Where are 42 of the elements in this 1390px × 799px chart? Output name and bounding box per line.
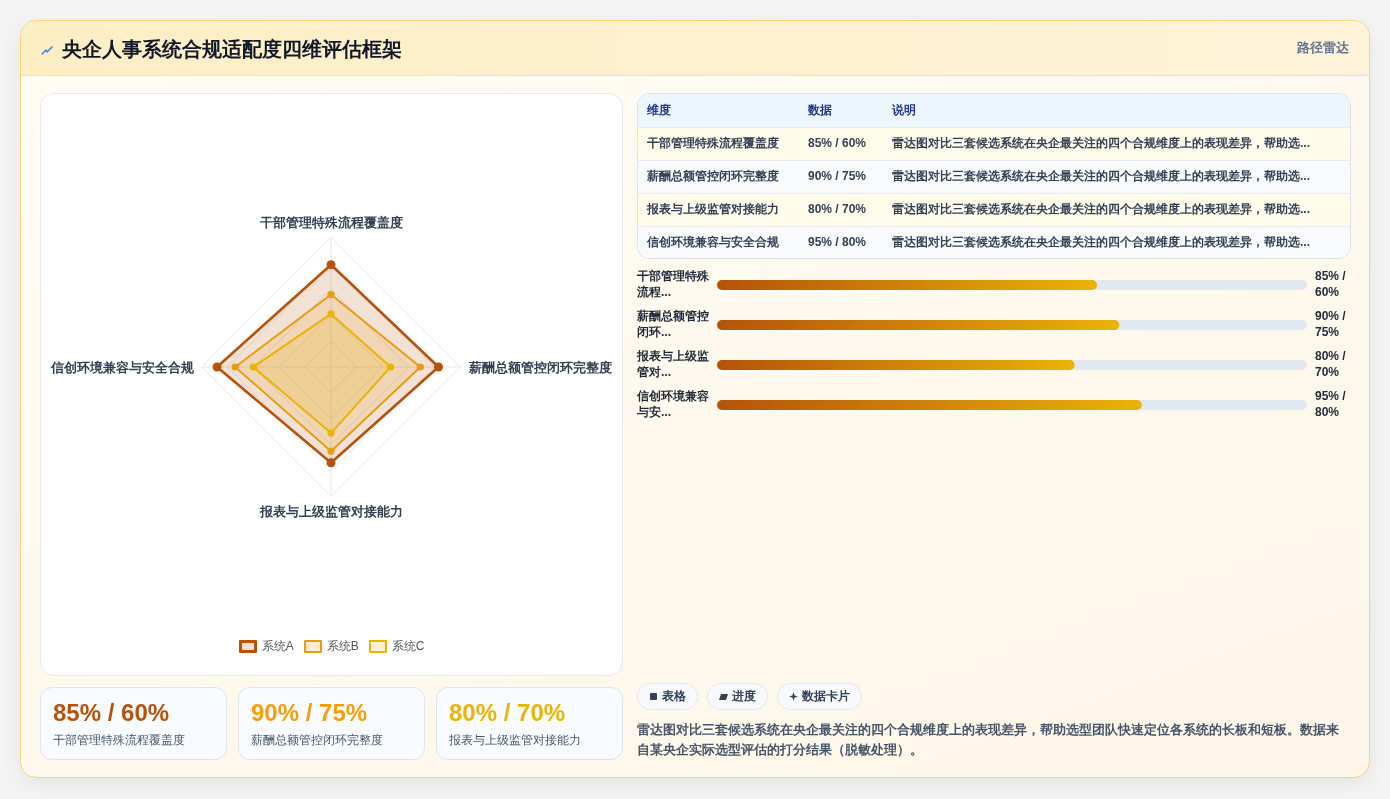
y-tick-label: 报表与上级监管对...	[637, 348, 710, 380]
text: 雷达图对比三套候选系统在央企最关注的四个合规维度上的表现差异，帮助选...	[892, 201, 1311, 218]
data-label: 95% / 80%	[1315, 388, 1347, 420]
text: 95% / 80%	[808, 235, 867, 249]
category-label: 报表与上级监管对接能力	[647, 201, 779, 218]
legend-label: 系统C	[391, 637, 425, 655]
category-label: 干部管理特殊流程覆盖度	[647, 135, 779, 152]
category-label: 信创环境兼容与安全合规	[647, 234, 779, 251]
text: 路径雷达	[1297, 39, 1349, 57]
text: 维度	[647, 102, 671, 119]
category-label: 薪酬总额管控闭环完整度	[647, 168, 779, 185]
text: 90% / 75%	[808, 169, 867, 183]
y-tick-label: 信创环境兼容与安...	[637, 388, 710, 420]
spoke-label: 干部管理特殊流程覆盖度	[258, 214, 403, 230]
text: 数据	[808, 102, 832, 119]
text: 央企人事系统合规适配度四维评估框架	[62, 37, 402, 61]
y-tick-label: 薪酬总额管控闭环...	[637, 308, 710, 340]
category-label: 表格	[662, 688, 686, 705]
legend-label: 系统A	[261, 637, 294, 655]
text: 80% / 70%	[449, 699, 566, 726]
data-label: 80% / 70%	[1315, 348, 1347, 380]
y-tick-label: 干部管理特殊流程...	[637, 268, 710, 300]
text: 雷达图对比三套候选系统在央企最关注的四个合规维度上的表现差异，帮助选...	[892, 135, 1311, 152]
category-label: 报表与上级监管对接能力	[449, 732, 581, 748]
text: 雷达图对比三套候选系统在央企最关注的四个合规维度上的表现差异，帮助选...	[892, 234, 1311, 251]
data-label: 90% / 75%	[1315, 308, 1347, 340]
spoke-label: 薪酬总额管控闭环完整度	[467, 359, 612, 375]
data-label: 85% / 60%	[1315, 268, 1347, 300]
spoke-label: 信创环境兼容与安全合规	[49, 359, 195, 375]
text: 85% / 60%	[808, 136, 867, 150]
category-label: 干部管理特殊流程覆盖度	[53, 732, 185, 748]
text: 85% / 60%	[53, 699, 170, 726]
category-label: 薪酬总额管控闭环完整度	[251, 732, 383, 748]
category-label: 数据卡片	[802, 688, 850, 705]
text: 雷达图对比三套候选系统在央企最关注的四个合规维度上的表现差异，帮助选型团队快速定位各系统的长板和短板。数据来自某央企实际选型评估的打分结果（脱敏处理）。	[637, 721, 1340, 759]
text: 80% / 70%	[808, 202, 867, 216]
spoke-label: 报表与上级监管对接能力	[258, 503, 403, 519]
legend-label: 系统B	[326, 637, 359, 655]
text: 雷达图对比三套候选系统在央企最关注的四个合规维度上的表现差异，帮助选...	[892, 168, 1311, 185]
text: 90% / 75%	[251, 699, 368, 726]
text: 说明	[892, 102, 916, 119]
category-label: 进度	[732, 688, 756, 705]
